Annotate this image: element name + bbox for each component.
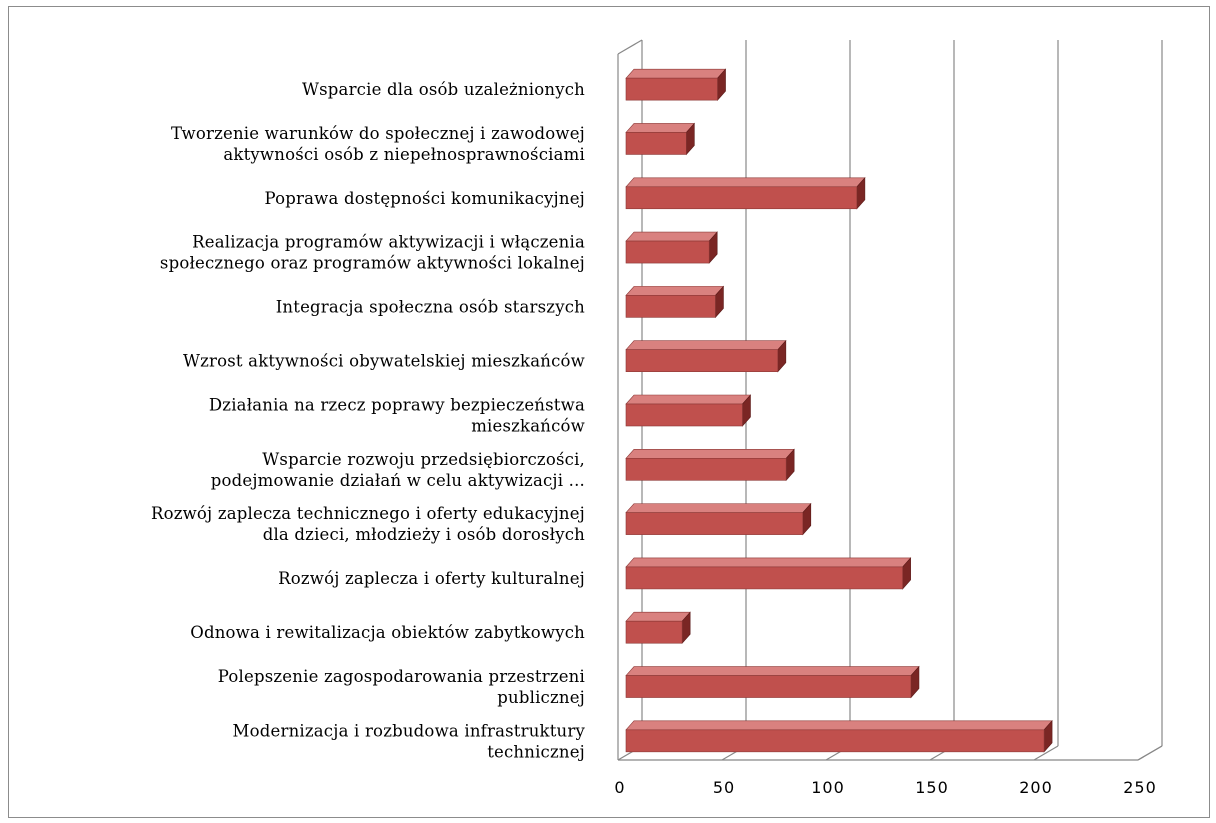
x-tick-label: 250 xyxy=(1123,778,1157,797)
category-label: Wzrost aktywności obywatelskiej mieszkań… xyxy=(183,352,585,371)
category-label: Wsparcie rozwoju przedsiębiorczości, xyxy=(262,450,585,469)
bar-top-face xyxy=(625,286,725,296)
floor-tick-line xyxy=(1137,745,1163,761)
bar-top-face xyxy=(625,557,912,568)
category-label: społecznego oraz programów aktywności lo… xyxy=(160,254,585,273)
bar-top-face xyxy=(625,123,695,133)
bar xyxy=(625,349,779,372)
category-label: podejmowanie działań w celu aktywizacji … xyxy=(211,471,585,490)
bar-top-face xyxy=(625,394,752,405)
chart-frame xyxy=(8,6,1210,818)
bar xyxy=(625,186,858,210)
x-tick-label: 100 xyxy=(811,778,845,797)
bar-top-face xyxy=(625,231,718,242)
x-tick-label: 50 xyxy=(713,778,735,797)
x-tick-label: 200 xyxy=(1019,778,1053,797)
category-label: Integracja społeczna osób starszych xyxy=(276,297,585,316)
category-label: mieszkańców xyxy=(471,417,585,436)
bar xyxy=(625,240,710,264)
bar xyxy=(625,295,716,318)
x-tick-label: 0 xyxy=(614,778,625,797)
category-label: Rozwój zaplecza technicznego i oferty ed… xyxy=(151,504,585,523)
category-label: aktywności osób z niepełnosprawnościami xyxy=(223,145,585,164)
bar-top-face xyxy=(625,666,920,676)
category-label: dla dzieci, młodzieży i osób dorosłych xyxy=(263,525,585,544)
category-label: Polepszenie zagospodarowania przestrzeni xyxy=(218,667,585,686)
bar-top-face xyxy=(625,68,727,79)
bar xyxy=(625,566,903,590)
bar xyxy=(625,77,718,101)
bar-top-face xyxy=(625,449,795,459)
category-label: Działania na rzecz poprawy bezpieczeństw… xyxy=(209,396,585,415)
bar xyxy=(625,403,743,427)
bar xyxy=(625,729,1045,753)
bar xyxy=(625,458,787,481)
bar xyxy=(625,512,804,535)
category-label: Wsparcie dla osób uzależnionych xyxy=(302,80,585,99)
bar xyxy=(625,620,683,644)
category-label: Poprawa dostępności komunikacyjnej xyxy=(264,189,585,208)
bar-top-face xyxy=(625,177,866,188)
bar-top-face xyxy=(625,340,787,350)
category-label: Tworzenie warunków do społecznej i zawod… xyxy=(171,124,585,143)
bar-top-face xyxy=(625,611,691,622)
bar xyxy=(625,132,687,155)
bar-top-face xyxy=(625,503,812,513)
x-tick-label: 150 xyxy=(915,778,949,797)
bar-top-face xyxy=(625,720,1053,731)
bar xyxy=(625,675,912,698)
category-label: Rozwój zaplecza i oferty kulturalnej xyxy=(278,569,585,588)
category-label: Odnowa i rewitalizacja obiektów zabytkow… xyxy=(190,623,585,642)
category-label: Realizacja programów aktywizacji i włącz… xyxy=(192,233,585,252)
category-label: technicznej xyxy=(487,742,585,761)
category-label: Modernizacja i rozbudowa infrastruktury xyxy=(233,721,586,740)
floor-tick-line xyxy=(1033,745,1059,761)
category-label: publicznej xyxy=(497,688,585,707)
axis-top-depth xyxy=(617,39,643,55)
